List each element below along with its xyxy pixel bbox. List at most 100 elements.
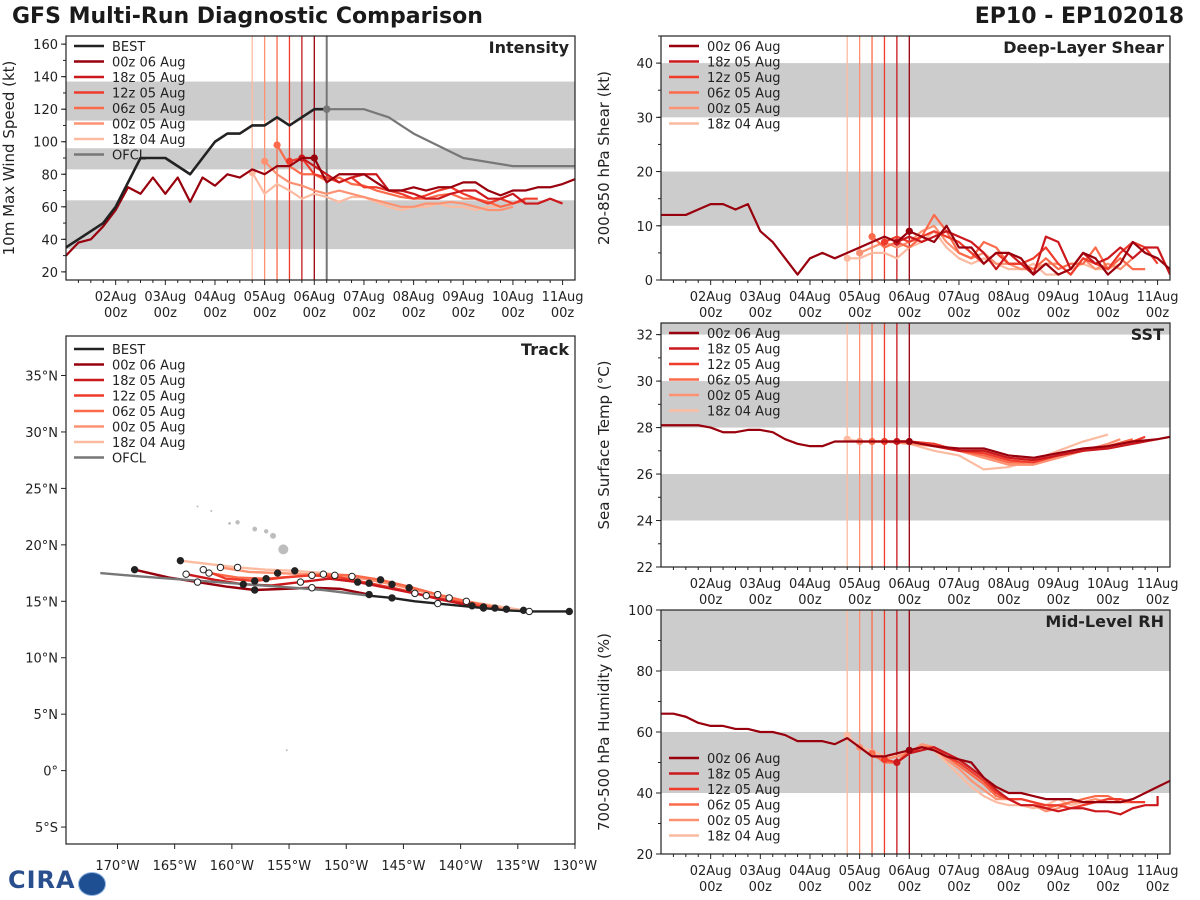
track-xtick-label: 130°W — [553, 859, 597, 874]
track-marker — [502, 605, 511, 613]
intensity-ofcl-line-series — [326, 108, 575, 168]
track-marker — [365, 579, 373, 587]
shear-legend-label: 00z 06 Aug — [707, 40, 781, 55]
track-marker — [365, 590, 373, 599]
rh-series — [661, 712, 1170, 816]
intensity-xtick-sublabel: 00z — [551, 306, 575, 321]
intensity-run-init-point — [261, 157, 269, 165]
intensity-xtick-sublabel: 00z — [452, 306, 476, 321]
intensity-ytick-label: 60 — [41, 201, 58, 216]
track-marker — [239, 580, 247, 589]
intensity-xtick-label: 05Aug — [244, 290, 286, 305]
track-legend-label: 12z 05 Aug — [112, 390, 186, 405]
shear-panel: 01020304002Aug00z03Aug00z04Aug00z05Aug00… — [595, 35, 1179, 321]
rh-xtick-sublabel: 00z — [1146, 880, 1170, 895]
track-marker — [308, 584, 316, 592]
rh-xtick-sublabel: 00z — [848, 880, 872, 895]
rh-ylabel: 700-500 hPa Humidity (%) — [595, 633, 613, 831]
rh-xtick-sublabel: 00z — [947, 880, 971, 895]
sst-xtick-sublabel: 00z — [947, 593, 971, 608]
track-best-marker — [525, 607, 533, 616]
track-marker — [251, 577, 259, 585]
track-marker — [405, 584, 413, 592]
track-marker — [468, 602, 476, 610]
sst-xtick-label: 08Aug — [988, 577, 1030, 592]
shear-title: Deep-Layer Shear — [1003, 38, 1164, 57]
rh-xtick-label: 06Aug — [888, 864, 930, 879]
shear-xtick-label: 08Aug — [988, 290, 1030, 305]
shear-xtick-sublabel: 00z — [1146, 306, 1170, 321]
track-best-marker — [479, 604, 488, 612]
intensity-xtick-label: 03Aug — [144, 290, 186, 305]
track-ytick-label: 25°N — [25, 482, 58, 497]
track-xtick-label: 150°W — [324, 859, 368, 874]
sst-xtick-label: 03Aug — [739, 577, 781, 592]
rh-xtick-label: 02Aug — [690, 864, 732, 879]
track-marker — [353, 578, 362, 586]
intensity-xtick-label: 08Aug — [393, 290, 435, 305]
shear-xtick-label: 11Aug — [1137, 290, 1179, 305]
rh-xtick-sublabel: 00z — [798, 880, 822, 895]
track-marker — [273, 569, 282, 577]
shear-legend-label: 06z 05 Aug — [707, 87, 781, 102]
shear-ytick-label: 30 — [636, 111, 653, 126]
intensity-ytick-label: 160 — [33, 38, 58, 53]
intensity-run-init-point — [273, 141, 281, 149]
intensity-ytick-label: 100 — [33, 136, 58, 151]
rh-ytick-label: 40 — [636, 787, 653, 802]
sst-title: SST — [1131, 325, 1164, 344]
shear-legend-label: 18z 04 Aug — [707, 118, 781, 133]
intensity-ytick-label: 140 — [33, 71, 58, 86]
track-ytick-label: 10°N — [25, 652, 58, 667]
sst-xtick-sublabel: 00z — [997, 593, 1021, 608]
island-shape — [210, 509, 213, 512]
sst-xtick-label: 07Aug — [938, 577, 980, 592]
track-marker — [445, 594, 453, 602]
sst-ylabel: Sea Surface Temp (°C) — [595, 360, 613, 529]
intensity-ytick-label: 40 — [41, 233, 58, 248]
intensity-xtick-label: 10Aug — [492, 290, 534, 305]
track-ytick-label: 0° — [43, 765, 58, 780]
rh-ytick-label: 60 — [636, 726, 653, 741]
sst-series — [661, 424, 1170, 471]
intensity-ytick-label: 80 — [41, 168, 58, 183]
intensity-xtick-label: 07Aug — [343, 290, 385, 305]
shear-ytick-label: 0 — [645, 274, 653, 289]
island-shape — [263, 529, 269, 534]
shear-series — [661, 202, 1170, 276]
shear-frame — [660, 35, 1171, 281]
shear-run-init-point — [880, 238, 889, 246]
shear-xtick-sublabel: 00z — [848, 306, 872, 321]
intensity-xtick-sublabel: 00z — [203, 306, 227, 321]
rh-run-line — [896, 746, 1159, 816]
rh-legend-label: 00z 06 Aug — [707, 752, 781, 767]
sst-legend-label: 18z 05 Aug — [707, 343, 781, 358]
track-series — [100, 505, 573, 752]
sst-frame — [660, 322, 1171, 568]
track-xtick-label: 170°W — [95, 859, 139, 874]
rh-xtick-label: 09Aug — [1037, 864, 1079, 879]
page-title: GFS Multi-Run Diagnostic Comparison — [12, 4, 483, 29]
track-best-marker — [434, 599, 442, 608]
shear-run-line — [859, 224, 1134, 276]
rh-run-init-point — [843, 731, 851, 739]
sst-legend-label: 00z 06 Aug — [707, 327, 781, 342]
track-marker — [130, 565, 139, 574]
shear-run-line — [661, 202, 1170, 276]
track-xtick-label: 155°W — [267, 859, 311, 874]
sst-run-init-point — [905, 437, 913, 446]
shear-xtick-sublabel: 00z — [699, 306, 723, 321]
rh-band — [661, 732, 1170, 793]
rh-xtick-label: 04Aug — [789, 864, 831, 879]
shear-legend-label: 12z 05 Aug — [707, 71, 781, 86]
shear-xtick-label: 09Aug — [1037, 290, 1079, 305]
track-best-marker — [388, 594, 396, 602]
track-ytick-label: 35°N — [25, 370, 58, 385]
intensity-legend-label: 00z 05 Aug — [112, 118, 186, 133]
rh-xtick-label: 08Aug — [988, 864, 1030, 879]
track-xtick-label: 160°W — [210, 859, 254, 874]
intensity-xtick-sublabel: 00z — [352, 306, 376, 321]
sst-xtick-sublabel: 00z — [898, 593, 922, 608]
track-legend-label: BEST — [112, 343, 145, 358]
track-marker — [348, 572, 356, 581]
